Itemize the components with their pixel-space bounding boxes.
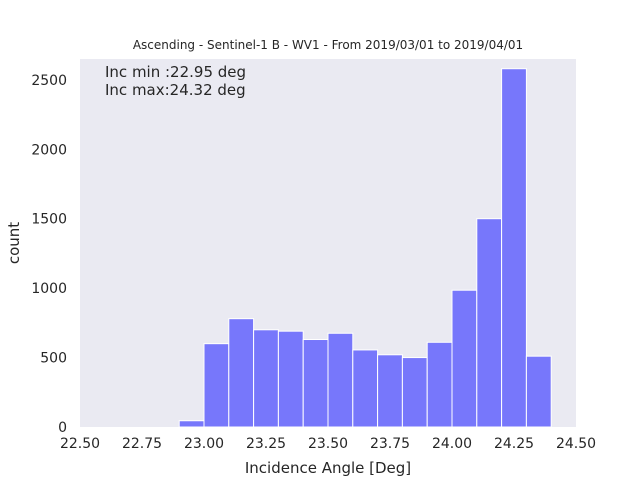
histogram-bar	[476, 218, 503, 428]
histogram-bar	[401, 357, 428, 428]
histogram-bar	[525, 355, 552, 428]
histogram-bar	[451, 289, 478, 428]
histogram-bar	[377, 354, 403, 428]
x-tick-label: 22.50	[60, 436, 100, 452]
inc-max-annotation: Inc max:24.32 deg	[105, 81, 246, 99]
histogram-bar	[302, 339, 329, 428]
inc-min-annotation: Inc min :22.95 deg	[105, 63, 246, 81]
histogram-bar	[178, 420, 205, 428]
x-tick-label: 24.00	[432, 436, 472, 452]
y-tick-label: 1500	[31, 212, 67, 228]
y-tick-label: 0	[58, 420, 67, 436]
chart-title: Ascending - Sentinel-1 B - WV1 - From 20…	[133, 38, 523, 52]
x-tick-label: 23.75	[370, 436, 410, 452]
bars-group	[178, 68, 552, 428]
x-tick-label: 23.00	[184, 436, 224, 452]
histogram-bar	[277, 330, 304, 428]
y-axis-label: count	[5, 222, 23, 264]
x-tick-label: 23.50	[308, 436, 348, 452]
histogram-bar	[501, 68, 527, 428]
x-tick-label: 23.25	[246, 436, 286, 452]
y-tick-label: 1000	[31, 281, 67, 297]
histogram-bar	[352, 349, 379, 428]
histogram-bar	[426, 341, 453, 428]
histogram-bar	[327, 332, 354, 428]
histogram-bar	[203, 343, 230, 428]
y-tick-label: 2500	[31, 73, 67, 89]
x-tick-label: 24.50	[556, 436, 596, 452]
x-tick-label: 22.75	[122, 436, 162, 452]
y-tick-labels: 0 500 1000 1500 2000 2500	[31, 73, 67, 436]
x-tick-label: 24.25	[494, 436, 534, 452]
histogram-bar	[253, 329, 279, 428]
y-tick-label: 2000	[31, 142, 67, 158]
histogram-bar	[228, 318, 255, 428]
x-tick-labels: 22.50 22.75 23.00 23.25 23.50 23.75 24.00 24.25…	[60, 436, 596, 452]
x-axis-label: Incidence Angle [Deg]	[245, 459, 411, 477]
y-tick-label: 500	[40, 351, 67, 367]
